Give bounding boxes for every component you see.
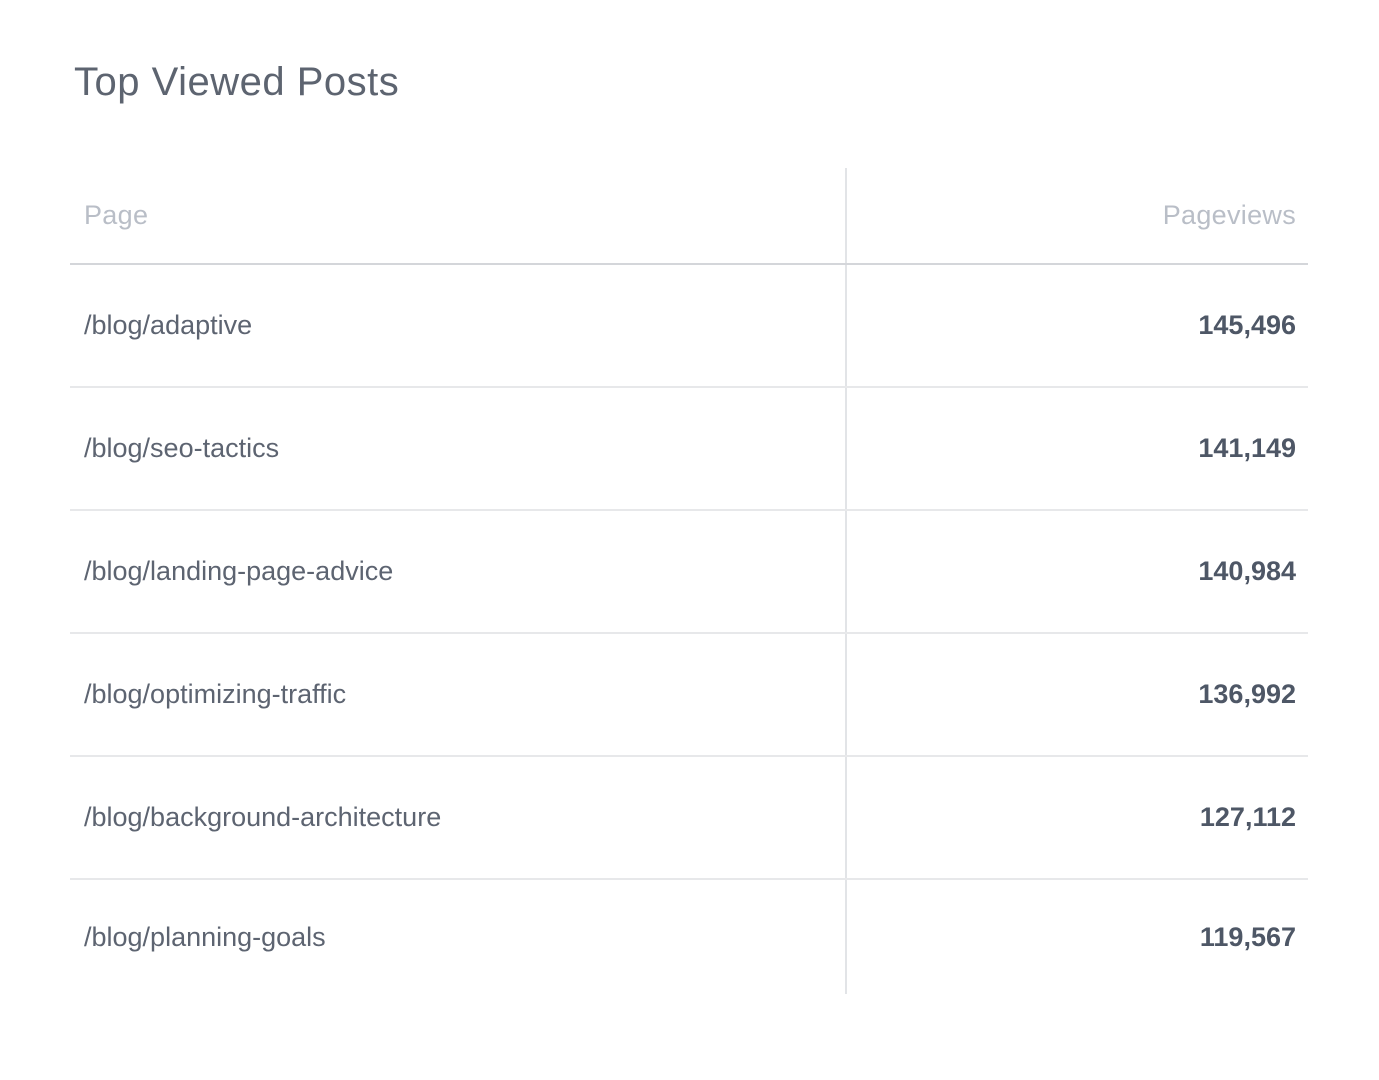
- table-row: /blog/adaptive 145,496: [70, 265, 1308, 388]
- page-path: /blog/landing-page-advice: [84, 556, 394, 586]
- page-path: /blog/adaptive: [84, 310, 253, 340]
- page-path: /blog/seo-tactics: [84, 433, 280, 463]
- table-row: /blog/planning-goals 119,567: [70, 880, 1308, 994]
- pageviews-value: 127,112: [845, 757, 1308, 878]
- table-row: /blog/landing-page-advice 140,984: [70, 511, 1308, 634]
- pageviews-value: 136,992: [845, 634, 1308, 755]
- table-row: /blog/optimizing-traffic 136,992: [70, 634, 1308, 757]
- column-header-pageviews: Pageviews: [845, 168, 1308, 263]
- table-header-row: Page Pageviews: [70, 168, 1308, 265]
- pageviews-value: 141,149: [845, 388, 1308, 509]
- table-row: /blog/background-architecture 127,112: [70, 757, 1308, 880]
- posts-table: Page Pageviews /blog/adaptive 145,496 /b…: [70, 168, 1308, 994]
- pageviews-value: 145,496: [845, 265, 1308, 386]
- widget-title: Top Viewed Posts: [74, 60, 400, 104]
- column-header-page: Page: [84, 200, 149, 230]
- top-viewed-posts-widget: Top Viewed Posts Page Pageviews /blog/ad…: [70, 60, 1308, 994]
- table-row: /blog/seo-tactics 141,149: [70, 388, 1308, 511]
- page-path: /blog/optimizing-traffic: [84, 679, 347, 709]
- pageviews-value: 119,567: [845, 880, 1308, 994]
- page-path: /blog/planning-goals: [84, 921, 326, 952]
- pageviews-value: 140,984: [845, 511, 1308, 632]
- page-path: /blog/background-architecture: [84, 802, 442, 832]
